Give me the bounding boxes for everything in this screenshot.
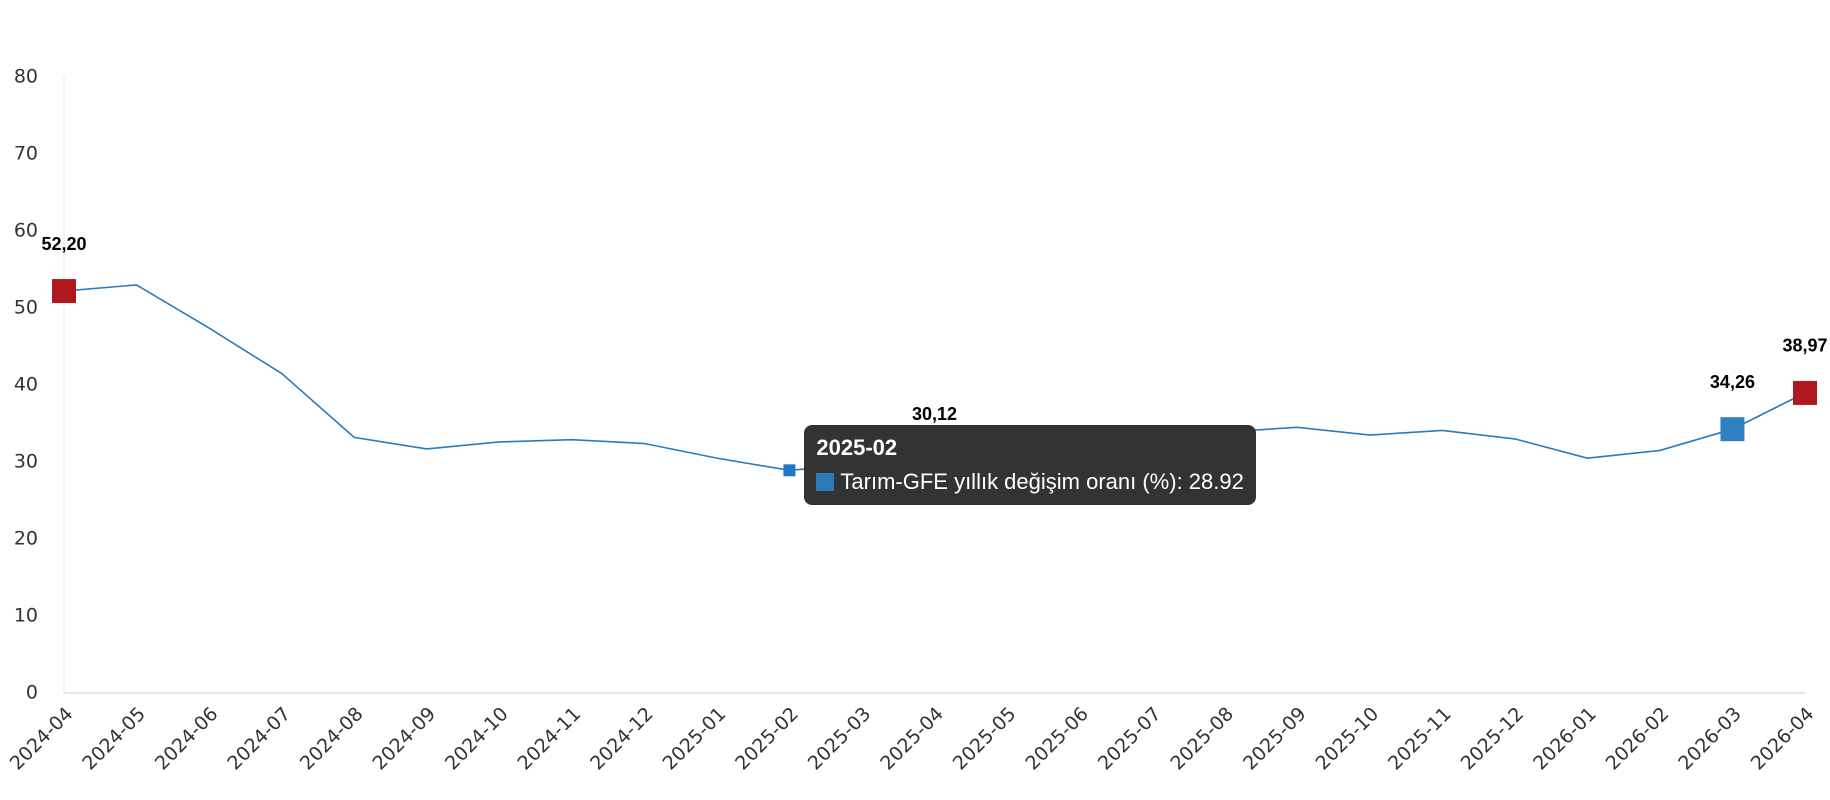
marker xyxy=(1720,417,1745,442)
x-tick-label: 2024-04 xyxy=(6,703,78,775)
tooltip-title: 2025-02 xyxy=(816,435,898,461)
y-tick-label: 0 xyxy=(26,682,38,704)
y-tick-label: 50 xyxy=(14,297,38,319)
x-tick-label: 2024-11 xyxy=(514,703,586,775)
x-tick-label: 2024-06 xyxy=(151,703,223,775)
x-tick-label: 2024-07 xyxy=(223,703,295,775)
y-tick-label: 10 xyxy=(14,605,38,627)
x-tick-label: 2025-10 xyxy=(1311,703,1383,775)
y-tick-label: 70 xyxy=(14,143,38,165)
y-tick-label: 20 xyxy=(14,528,38,550)
value-label: 34,26 xyxy=(1710,372,1755,392)
x-tick-label: 2024-12 xyxy=(586,703,658,775)
x-tick-label: 2024-05 xyxy=(78,703,150,775)
x-tick-label: 2025-09 xyxy=(1239,703,1311,775)
y-tick-label: 40 xyxy=(14,374,38,396)
tooltip: 2025-02 Tarım-GFE yıllık değişim oranı (… xyxy=(804,425,1256,506)
x-tick-label: 2025-03 xyxy=(804,703,876,775)
tooltip-text: Tarım-GFE yıllık değişim oranı (%): 28.9… xyxy=(840,469,1244,495)
x-tick-label: 2026-04 xyxy=(1747,703,1819,775)
x-tick-label: 2026-03 xyxy=(1674,703,1746,775)
tooltip-body: Tarım-GFE yıllık değişim oranı (%): 28.9… xyxy=(816,469,1244,495)
marker xyxy=(1793,380,1817,405)
x-tick-label: 2025-08 xyxy=(1166,703,1238,775)
x-tick-label: 2025-02 xyxy=(731,703,803,775)
tooltip-swatch xyxy=(816,473,835,492)
x-tick-label: 2025-04 xyxy=(876,703,948,775)
x-tick-label: 2024-10 xyxy=(441,703,513,775)
x-tick-label: 2025-07 xyxy=(1094,703,1166,775)
y-tick-label: 60 xyxy=(14,220,38,242)
x-tick-label: 2026-02 xyxy=(1602,703,1674,775)
value-label: 38,97 xyxy=(1782,336,1827,356)
x-tick-label: 2025-01 xyxy=(659,703,731,775)
value-label: 52,20 xyxy=(41,234,86,254)
x-tick-label: 2025-05 xyxy=(949,703,1021,775)
marker xyxy=(52,279,76,304)
x-tick-label: 2026-01 xyxy=(1529,703,1601,775)
y-tick-label: 80 xyxy=(14,66,38,88)
x-tick-label: 2025-12 xyxy=(1457,703,1529,775)
x-tick-label: 2024-08 xyxy=(296,703,368,775)
value-label: 30,12 xyxy=(912,404,957,424)
x-tick-label: 2025-06 xyxy=(1021,703,1093,775)
x-tick-label: 2024-09 xyxy=(368,703,440,775)
x-tick-label: 2025-11 xyxy=(1384,703,1456,775)
y-tick-label: 30 xyxy=(14,451,38,473)
marker xyxy=(783,464,796,477)
